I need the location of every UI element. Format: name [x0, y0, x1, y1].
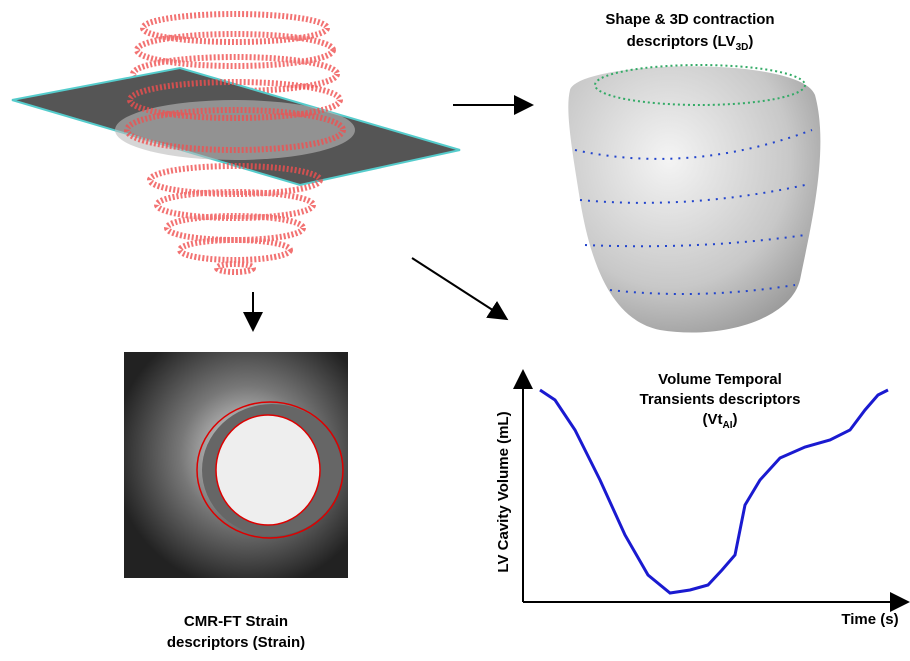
volume-title: Transients descriptors — [640, 391, 801, 408]
x-axis-label: Time (s) — [841, 611, 898, 628]
text: (Vt — [703, 411, 723, 428]
text: ) — [748, 33, 753, 50]
text: descriptors (LV — [627, 33, 736, 50]
figure: Shape & 3D contraction descriptors (LV3D… — [0, 0, 910, 656]
subscript: 3D — [736, 42, 749, 53]
endocardium — [216, 415, 320, 525]
lv-mesh — [568, 66, 820, 332]
shape-title: descriptors (LV3D) — [627, 33, 754, 53]
y-axis-label: LV Cavity Volume (mL) — [495, 411, 512, 572]
volume-title: Volume Temporal — [658, 371, 782, 388]
shape-title: Shape & 3D contraction — [605, 11, 774, 28]
strain-title: CMR-FT Strain — [184, 613, 288, 630]
text: ) — [733, 411, 738, 428]
arrow — [412, 258, 505, 318]
subscript: AI — [723, 420, 733, 431]
volume-title: (VtAI) — [703, 411, 738, 431]
strain-title: descriptors (Strain) — [167, 634, 305, 651]
